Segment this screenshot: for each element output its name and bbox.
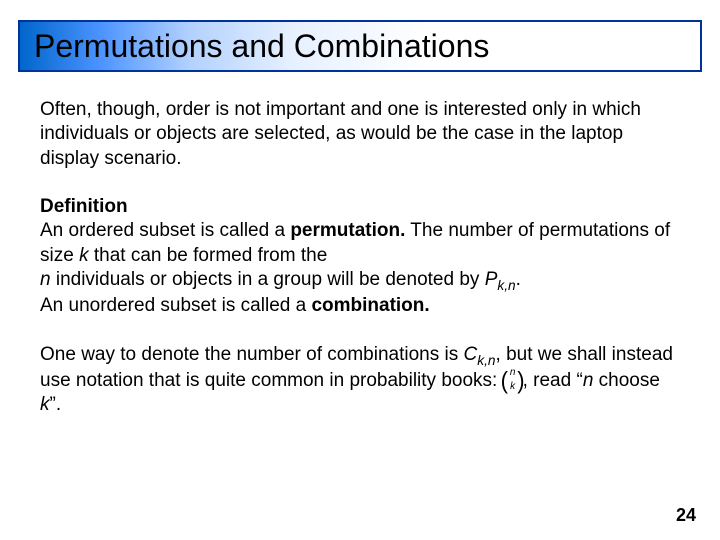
notation-paragraph: One way to denote the number of combinat…	[40, 343, 680, 418]
p3-text-e: ”.	[50, 394, 62, 415]
var-n-1: n	[40, 269, 51, 290]
sym-C: C	[464, 344, 478, 365]
p3-text-c: , read “	[523, 370, 583, 391]
binom-bot: k	[503, 381, 523, 394]
slide-content: Often, though, order is not important an…	[40, 98, 680, 441]
slide-title: Permutations and Combinations	[34, 28, 489, 65]
p3-text-d: choose	[593, 370, 660, 391]
def-text-1d: individuals or objects in a group will b…	[51, 269, 485, 290]
def-text-1a: An ordered subset is called a	[40, 220, 290, 241]
term-combination: combination.	[311, 295, 429, 316]
sub-kn-1: k,n	[497, 278, 515, 293]
var-k-1: k	[79, 245, 89, 266]
term-permutation: permutation.	[290, 220, 405, 241]
sym-P: P	[485, 269, 498, 290]
p3-text-a: One way to denote the number of combinat…	[40, 344, 464, 365]
var-k-2: k	[40, 394, 50, 415]
intro-paragraph: Often, though, order is not important an…	[40, 98, 680, 171]
def-text-1e: .	[516, 269, 521, 290]
page-number: 24	[676, 505, 696, 526]
def-text-2a: An unordered subset is called a	[40, 295, 311, 316]
var-n-2: n	[583, 370, 594, 391]
title-bar: Permutations and Combinations	[18, 20, 702, 72]
definition-label: Definition	[40, 196, 128, 217]
definition-block: Definition An ordered subset is called a…	[40, 195, 680, 319]
def-text-1c: that can be formed from the	[89, 245, 328, 266]
binomial-notation: nk	[503, 369, 523, 393]
sub-kn-2: k,n	[477, 352, 495, 367]
binom-top: n	[503, 367, 523, 380]
